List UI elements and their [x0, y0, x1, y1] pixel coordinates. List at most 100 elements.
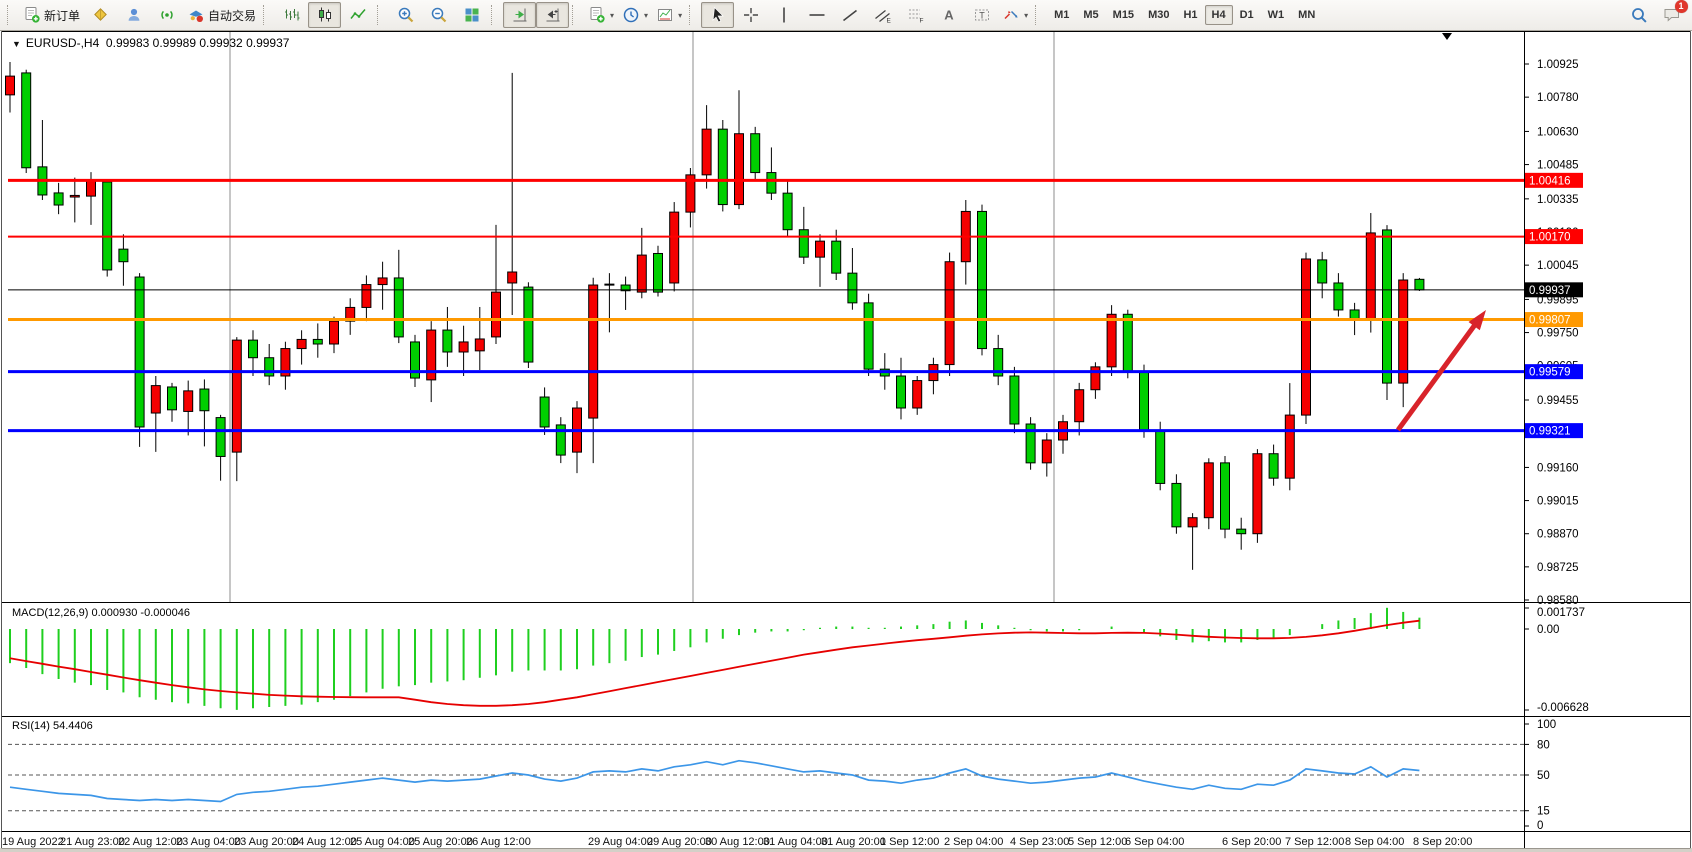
candle [1139, 370, 1149, 432]
axis-tick-label: 1.00335 [1537, 194, 1579, 206]
equidistant-channel-button[interactable]: E [866, 2, 899, 28]
candle [134, 276, 145, 428]
time-axis-label: 30 Aug 12:00 [705, 836, 770, 848]
metaeditor-button[interactable] [84, 2, 117, 28]
candle [1203, 462, 1214, 519]
chevron-down-icon[interactable]: ▾ [1024, 10, 1029, 20]
candle-chart-button[interactable] [308, 2, 342, 28]
tab-W1[interactable]: W1 [1267, 9, 1285, 21]
tab-H4[interactable]: H4 [1204, 5, 1233, 25]
tab-H1[interactable]: H1 [1183, 9, 1198, 21]
candle [215, 417, 226, 457]
chevron-down-icon[interactable]: ▾ [644, 10, 649, 20]
axis-tick-label: 1.00416 [1529, 175, 1571, 187]
candle [167, 386, 177, 411]
notifications-button[interactable]: 1 [1655, 0, 1688, 28]
notification-badge: 1 [1674, 0, 1688, 13]
time-axis-label: 1 Sep 12:00 [880, 836, 939, 848]
chevron-down-icon[interactable]: ▾ [678, 10, 683, 20]
new-chart-button[interactable]: ▾ [584, 2, 618, 28]
candle [491, 291, 501, 338]
rsi-axis: 100 80 50 15 0 [1524, 719, 1556, 832]
trendline-button[interactable] [833, 2, 866, 28]
tab-M15[interactable]: M15 [1112, 9, 1135, 21]
chart-background [0, 31, 1692, 852]
time-axis-label: 23 Aug 04:00 [176, 836, 241, 848]
auto-trading-button[interactable]: 自动交易 [183, 2, 260, 28]
text-label-button[interactable]: T [965, 2, 998, 28]
time-axis-label: 5 Sep 12:00 [1068, 836, 1127, 848]
svg-text:T: T [979, 11, 985, 21]
arrow-line[interactable] [1395, 320, 1480, 432]
text-button[interactable]: A [932, 2, 965, 28]
tab-D1[interactable]: D1 [1239, 9, 1254, 21]
macd-indicator-label: MACD(12,26,9) 0.000930 -0.000046 [12, 607, 190, 619]
candle [69, 194, 80, 198]
candle [102, 181, 113, 271]
zoom-out-button[interactable] [422, 2, 455, 28]
tab-MN[interactable]: MN [1298, 9, 1316, 21]
templates-button[interactable]: ▾ [652, 2, 686, 28]
horizontal-line-button[interactable] [800, 2, 833, 28]
candle [5, 75, 15, 96]
axis-tick-label: 0.001737 [1537, 607, 1585, 619]
fibonacci-button[interactable]: F [899, 2, 932, 28]
chart-shift-button[interactable] [503, 2, 537, 28]
tile-windows-button[interactable] [455, 2, 488, 28]
zoom-in-button[interactable] [389, 2, 422, 28]
new-order-button[interactable]: 新订单 [19, 2, 84, 28]
candle [685, 174, 696, 213]
price-line-label [1525, 172, 1583, 188]
tab-M1[interactable]: M1 [1054, 9, 1070, 21]
candle [1074, 389, 1085, 423]
bar-chart-button[interactable] [275, 2, 308, 28]
symbol-dropdown-icon[interactable]: ▼ [12, 39, 21, 49]
svg-text:E: E [886, 18, 891, 25]
candle [312, 338, 323, 345]
line-chart-button[interactable] [341, 2, 374, 28]
periods-button[interactable]: ▾ [618, 2, 652, 28]
axis-tick-label: 0.98580 [1537, 595, 1579, 607]
candle [280, 348, 291, 377]
axis-tick-label: 0.00 [1537, 624, 1559, 636]
toolbar-separator [1035, 5, 1042, 25]
chevron-down-icon[interactable]: ▾ [610, 10, 615, 20]
time-axis-label: 2 Sep 04:00 [944, 836, 1003, 848]
candle [264, 357, 275, 377]
candle [377, 277, 388, 286]
candle [21, 72, 32, 169]
chart-title: ▼ EURUSD-,H4 0.99983 0.99989 0.99932 0.99… [12, 36, 289, 50]
candle [993, 348, 1004, 377]
candle [1090, 366, 1101, 391]
time-axis-label: 23 Aug 20:00 [234, 836, 299, 848]
auto-scroll-button[interactable] [536, 2, 570, 28]
candle [1414, 278, 1425, 291]
vertical-line-button[interactable] [767, 2, 800, 28]
community-button[interactable] [117, 2, 150, 28]
time-axis-label: 7 Sep 12:00 [1285, 836, 1344, 848]
horizontal-line-icon [808, 6, 826, 24]
cursor-button[interactable] [701, 2, 735, 28]
candle [1382, 229, 1392, 384]
shapes-button[interactable]: ▾ [998, 2, 1032, 28]
candle [442, 329, 453, 353]
axis-tick-label: 0.98870 [1537, 529, 1579, 541]
candle [183, 390, 194, 412]
crosshair-button[interactable] [734, 2, 767, 28]
time-axis-label: 22 Aug 12:00 [118, 836, 183, 848]
tab-M5[interactable]: M5 [1083, 9, 1099, 21]
candle [539, 396, 550, 428]
price-line-label [1525, 364, 1583, 380]
svg-text:F: F [919, 18, 923, 25]
candle [1187, 517, 1198, 528]
signals-button[interactable] [150, 2, 183, 28]
candle [507, 271, 518, 284]
zoom-out-icon [430, 6, 448, 24]
candle [636, 254, 647, 293]
tab-M30[interactable]: M30 [1148, 9, 1170, 21]
zoom-in-icon [397, 6, 415, 24]
toolbar-separator [263, 5, 270, 25]
candle [977, 210, 987, 350]
search-button[interactable] [1622, 2, 1655, 28]
